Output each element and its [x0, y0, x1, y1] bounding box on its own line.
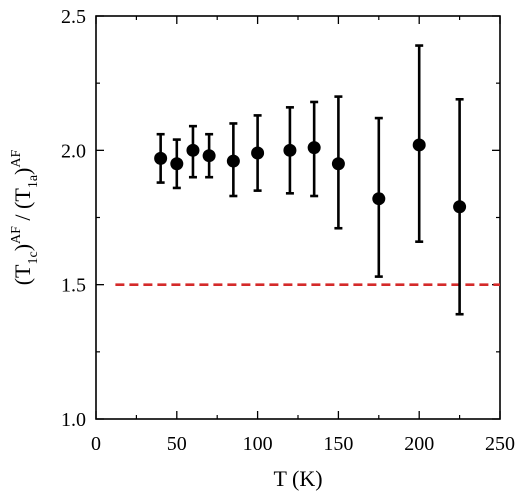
data-point	[154, 151, 168, 165]
y-axis-title-part: (T	[10, 264, 35, 285]
data-point	[186, 143, 200, 157]
data-point	[412, 138, 426, 152]
y-tick-label: 2.5	[61, 6, 86, 28]
y-tick-labels: 1.0 1.5 2.0 2.5	[61, 6, 86, 431]
plot-frame	[95, 15, 501, 420]
y-axis-title-part: / (T	[10, 188, 35, 226]
y-axis-title-part: 1	[26, 258, 41, 265]
data-point	[170, 157, 184, 171]
data-point	[251, 146, 265, 160]
data-points	[154, 138, 467, 214]
data-point	[453, 200, 467, 214]
data-point	[202, 149, 216, 163]
x-tick-labels: 0 50 100 150 200 250	[91, 433, 515, 455]
y-tick-label: 1.5	[61, 275, 86, 297]
y-axis-title-part: c	[26, 251, 41, 257]
x-tick-label: 150	[323, 433, 353, 455]
y-axis-title-part: AF	[9, 150, 24, 168]
x-tick-label: 250	[485, 433, 515, 455]
x-tick-label: 200	[404, 433, 434, 455]
x-axis-title: T (K)	[273, 466, 322, 491]
y-axis-title-part: AF	[9, 226, 24, 244]
y-axis-title-part: a	[26, 174, 41, 181]
y-axis-title-part: )	[10, 168, 35, 175]
y-tick-label: 2.0	[61, 140, 86, 162]
plot-border	[95, 15, 501, 420]
x-tick-label: 0	[91, 433, 101, 455]
y-axis-title-part: 1	[26, 181, 41, 188]
axis-ticks	[95, 15, 501, 420]
y-tick-label: 1.0	[61, 409, 86, 431]
y-axis-title: (T1c)AF / (T1a)AF	[9, 150, 41, 286]
data-point	[331, 157, 345, 171]
x-tick-label: 100	[243, 433, 273, 455]
x-tick-label: 50	[167, 433, 187, 455]
data-point	[372, 192, 386, 206]
data-point	[307, 141, 321, 155]
data-point	[226, 154, 240, 168]
y-axis-title-part: )	[10, 244, 35, 251]
data-point	[283, 143, 297, 157]
error-bars	[156, 44, 464, 316]
